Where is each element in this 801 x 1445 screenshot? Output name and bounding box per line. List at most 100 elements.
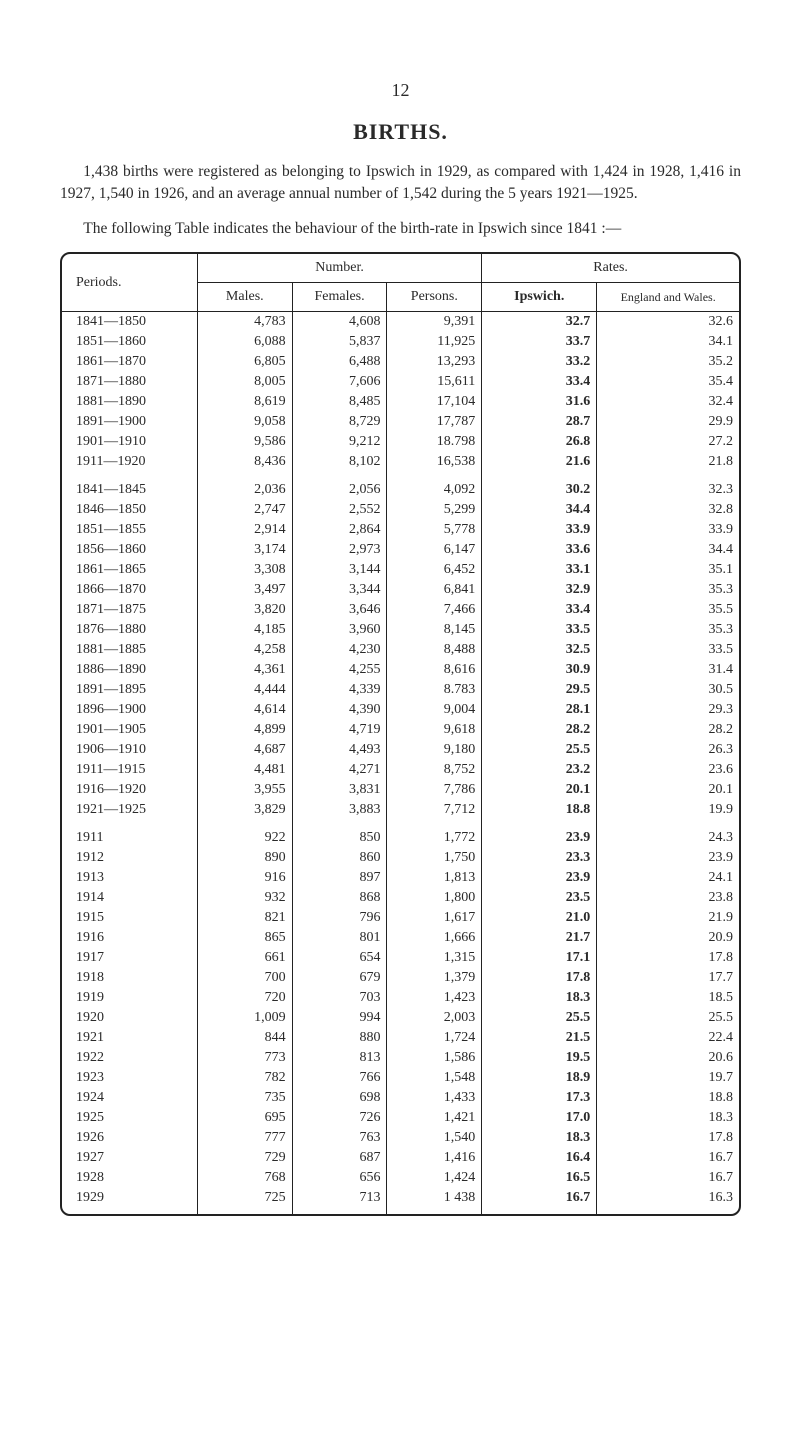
table-row: 1876—18804,1853,9608,14533.535.3 bbox=[62, 620, 739, 640]
cell-females: 703 bbox=[292, 988, 387, 1008]
cell-females: 7,606 bbox=[292, 372, 387, 392]
cell-females: 9,212 bbox=[292, 432, 387, 452]
cell-persons: 4,092 bbox=[387, 472, 482, 500]
cell-ipswich: 16.4 bbox=[482, 1148, 597, 1168]
intro-paragraph-1: 1,438 births were registered as belongin… bbox=[60, 161, 741, 206]
cell-period: 1891—1900 bbox=[62, 412, 197, 432]
cell-males: 777 bbox=[197, 1128, 292, 1148]
cell-period: 1923 bbox=[62, 1068, 197, 1088]
cell-males: 8,436 bbox=[197, 452, 292, 472]
cell-ew: 19.9 bbox=[597, 800, 739, 820]
cell-males: 2,914 bbox=[197, 520, 292, 540]
table-row: 1841—18504,7834,6089,39132.732.6 bbox=[62, 312, 739, 333]
cell-ipswich: 28.2 bbox=[482, 720, 597, 740]
cell-females: 3,144 bbox=[292, 560, 387, 580]
cell-ew: 27.2 bbox=[597, 432, 739, 452]
cell-period: 1911—1915 bbox=[62, 760, 197, 780]
cell-ipswich: 32.7 bbox=[482, 312, 597, 333]
cell-period: 1861—1865 bbox=[62, 560, 197, 580]
cell-ipswich: 32.5 bbox=[482, 640, 597, 660]
cell-females: 8,729 bbox=[292, 412, 387, 432]
cell-ipswich: 31.6 bbox=[482, 392, 597, 412]
cell-period: 1922 bbox=[62, 1048, 197, 1068]
cell-ipswich: 21.7 bbox=[482, 928, 597, 948]
cell-period: 1919 bbox=[62, 988, 197, 1008]
cell-ipswich: 33.9 bbox=[482, 520, 597, 540]
cell-persons: 8,752 bbox=[387, 760, 482, 780]
document-page: 12 BIRTHS. 1,438 births were registered … bbox=[0, 0, 801, 1256]
table-row: 19287686561,42416.516.7 bbox=[62, 1168, 739, 1188]
cell-males: 4,687 bbox=[197, 740, 292, 760]
header-females: Females. bbox=[292, 283, 387, 312]
cell-ew: 35.3 bbox=[597, 620, 739, 640]
cell-ipswich: 18.3 bbox=[482, 1128, 597, 1148]
cell-males: 3,820 bbox=[197, 600, 292, 620]
cell-period: 1841—1845 bbox=[62, 472, 197, 500]
cell-ew: 20.6 bbox=[597, 1048, 739, 1068]
table-row: 19218448801,72421.522.4 bbox=[62, 1028, 739, 1048]
table-row: 19237827661,54818.919.7 bbox=[62, 1068, 739, 1088]
cell-males: 9,058 bbox=[197, 412, 292, 432]
cell-period: 1917 bbox=[62, 948, 197, 968]
cell-period: 1856—1860 bbox=[62, 540, 197, 560]
table-row: 19168658011,66621.720.9 bbox=[62, 928, 739, 948]
cell-ipswich: 17.3 bbox=[482, 1088, 597, 1108]
header-england-wales: England and Wales. bbox=[597, 283, 739, 312]
cell-ew: 23.9 bbox=[597, 848, 739, 868]
cell-period: 1841—1850 bbox=[62, 312, 197, 333]
table-row: 1881—18908,6198,48517,10431.632.4 bbox=[62, 392, 739, 412]
page-number: 12 bbox=[60, 80, 741, 101]
cell-ipswich: 30.9 bbox=[482, 660, 597, 680]
table-row: 1886—18904,3614,2558,61630.931.4 bbox=[62, 660, 739, 680]
cell-period: 1861—1870 bbox=[62, 352, 197, 372]
table-row: 1841—18452,0362,0564,09230.232.3 bbox=[62, 472, 739, 500]
cell-ew: 18.5 bbox=[597, 988, 739, 1008]
cell-ew: 30.5 bbox=[597, 680, 739, 700]
table-row: 19297257131 43816.716.3 bbox=[62, 1188, 739, 1214]
cell-males: 922 bbox=[197, 820, 292, 848]
cell-males: 720 bbox=[197, 988, 292, 1008]
cell-ew: 32.8 bbox=[597, 500, 739, 520]
cell-ipswich: 17.0 bbox=[482, 1108, 597, 1128]
cell-period: 1881—1890 bbox=[62, 392, 197, 412]
cell-males: 2,036 bbox=[197, 472, 292, 500]
cell-period: 1901—1905 bbox=[62, 720, 197, 740]
header-periods: Periods. bbox=[62, 254, 197, 312]
cell-ipswich: 28.1 bbox=[482, 700, 597, 720]
intro-paragraph-2: The following Table indicates the behavi… bbox=[60, 218, 741, 240]
cell-period: 1881—1885 bbox=[62, 640, 197, 660]
cell-males: 4,899 bbox=[197, 720, 292, 740]
cell-ew: 31.4 bbox=[597, 660, 739, 680]
cell-persons: 1,724 bbox=[387, 1028, 482, 1048]
cell-period: 1916—1920 bbox=[62, 780, 197, 800]
header-ipswich: Ipswich. bbox=[482, 283, 597, 312]
cell-females: 2,973 bbox=[292, 540, 387, 560]
cell-persons: 1,433 bbox=[387, 1088, 482, 1108]
cell-persons: 6,452 bbox=[387, 560, 482, 580]
cell-ew: 34.4 bbox=[597, 540, 739, 560]
cell-males: 4,444 bbox=[197, 680, 292, 700]
table-row: 19187006791,37917.817.7 bbox=[62, 968, 739, 988]
cell-ipswich: 33.2 bbox=[482, 352, 597, 372]
cell-ew: 24.3 bbox=[597, 820, 739, 848]
cell-ipswich: 34.4 bbox=[482, 500, 597, 520]
header-number: Number. bbox=[197, 254, 481, 283]
cell-ew: 23.8 bbox=[597, 888, 739, 908]
cell-females: 880 bbox=[292, 1028, 387, 1048]
cell-ew: 24.1 bbox=[597, 868, 739, 888]
cell-females: 4,271 bbox=[292, 760, 387, 780]
cell-males: 6,805 bbox=[197, 352, 292, 372]
cell-persons: 1,750 bbox=[387, 848, 482, 868]
cell-ipswich: 23.2 bbox=[482, 760, 597, 780]
cell-persons: 1,548 bbox=[387, 1068, 482, 1088]
cell-females: 4,255 bbox=[292, 660, 387, 680]
cell-males: 4,481 bbox=[197, 760, 292, 780]
table-row: 1881—18854,2584,2308,48832.533.5 bbox=[62, 640, 739, 660]
cell-ipswich: 30.2 bbox=[482, 472, 597, 500]
cell-males: 4,614 bbox=[197, 700, 292, 720]
cell-ipswich: 21.6 bbox=[482, 452, 597, 472]
cell-females: 813 bbox=[292, 1048, 387, 1068]
cell-females: 2,552 bbox=[292, 500, 387, 520]
cell-ew: 29.9 bbox=[597, 412, 739, 432]
cell-persons: 8,488 bbox=[387, 640, 482, 660]
